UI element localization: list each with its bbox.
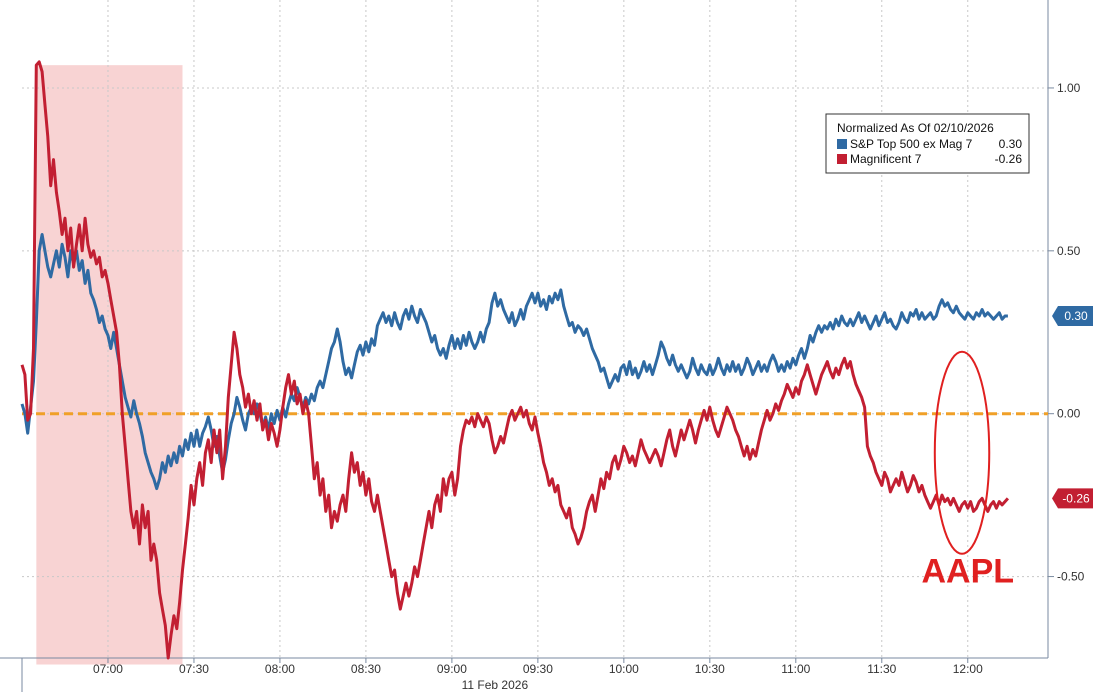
x-tick-label: 08:00: [265, 662, 295, 676]
legend-entry-value: 0.30: [999, 137, 1023, 151]
annotation-layer: AAPL: [921, 350, 1014, 591]
x-tick-label: 10:30: [695, 662, 725, 676]
shaded-region-layer: [36, 65, 183, 665]
x-tick-label: 09:00: [437, 662, 467, 676]
y-tick-label: 0.50: [1057, 244, 1081, 258]
annotation-text: AAPL: [921, 553, 1014, 591]
legend-swatch: [837, 154, 847, 164]
x-tick-label: 09:30: [523, 662, 553, 676]
x-tick-label: 08:30: [351, 662, 381, 676]
last-value-tag-label: 0.30: [1064, 309, 1088, 323]
shaded-region: [36, 65, 183, 665]
legend-entry-name: Magnificent 7: [850, 152, 922, 166]
x-tick-label: 07:30: [179, 662, 209, 676]
x-tick-label: 07:00: [93, 662, 123, 676]
x-tick-label: 11:00: [781, 662, 810, 676]
x-date-label: 11 Feb 2026: [462, 678, 529, 692]
x-tick-label: 12:00: [953, 662, 983, 676]
last-value-tag: [1052, 488, 1093, 509]
x-tick-label: 11:30: [867, 662, 896, 676]
legend-title: Normalized As Of 02/10/2026: [837, 121, 994, 135]
legend-swatch: [837, 139, 847, 149]
legend: Normalized As Of 02/10/2026 S&P Top 500 e…: [825, 113, 1030, 174]
series-line-magnificent-7: [20, 60, 1010, 660]
legend-box: [825, 113, 1030, 174]
legend-entry-value: -0.26: [995, 152, 1023, 166]
y-tick-label: -0.50: [1057, 570, 1085, 584]
last-value-tag-label: -0.26: [1062, 491, 1090, 505]
series-lines: [20, 60, 1010, 660]
series-line-sp-top-500-ex-mag-7: [20, 233, 1008, 491]
x-tick-label: 10:00: [609, 662, 639, 676]
legend-entry-name: S&P Top 500 ex Mag 7: [850, 137, 973, 151]
y-tick-label: 1.00: [1057, 81, 1081, 95]
last-value-tag: [1052, 305, 1093, 326]
annotation-ellipse: [933, 350, 991, 555]
y-tick-label: 0.00: [1057, 407, 1081, 421]
last-value-tags: 0.30 -0.26: [1052, 305, 1093, 509]
